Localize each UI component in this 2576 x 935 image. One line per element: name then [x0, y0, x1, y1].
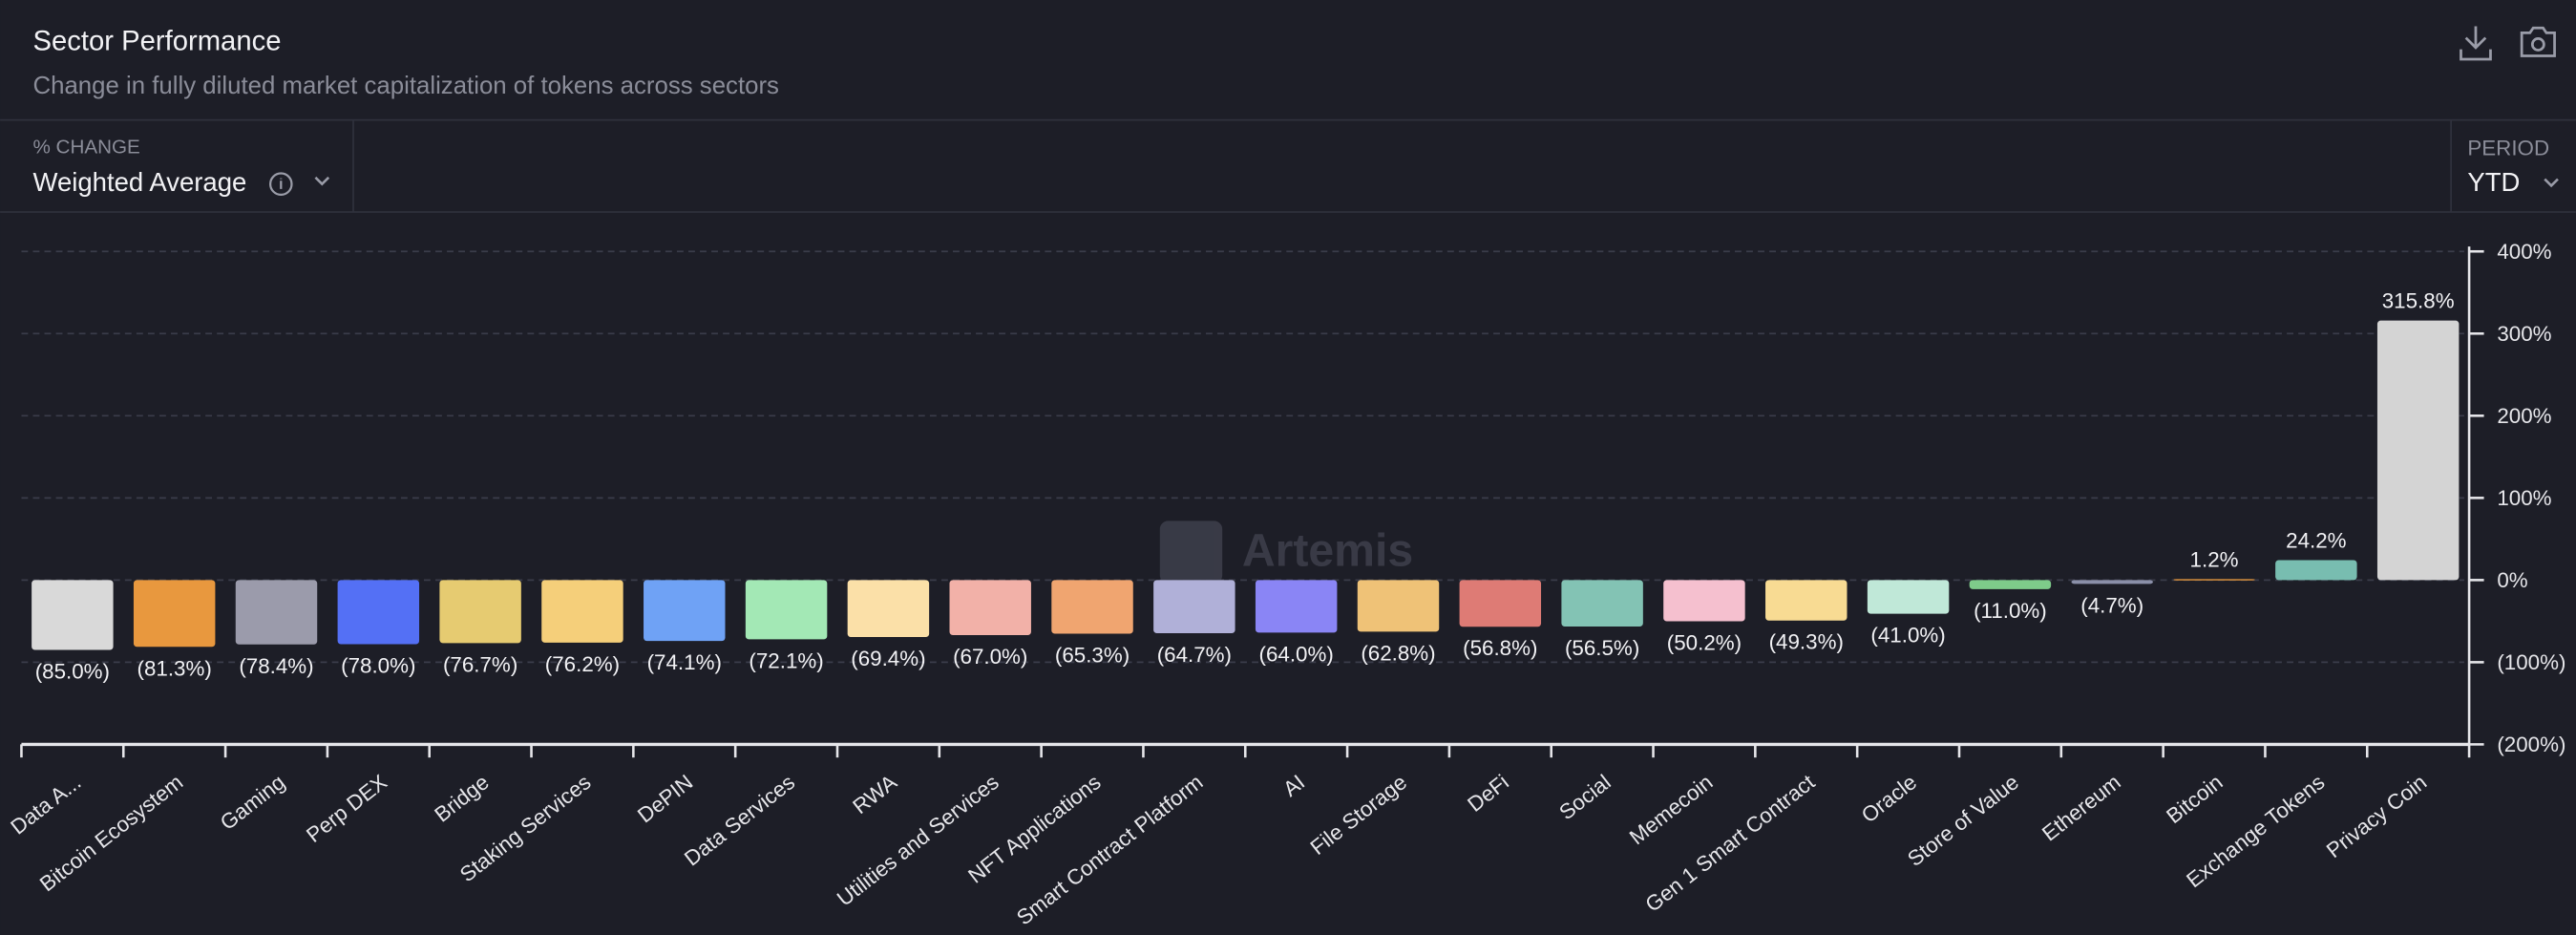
value-label: (76.7%)	[443, 652, 517, 676]
info-icon[interactable]	[268, 172, 293, 197]
control-label: PERIOD	[2467, 136, 2549, 159]
value-label: (76.2%)	[545, 652, 620, 676]
value-label: (50.2%)	[1667, 631, 1742, 655]
bar	[1867, 580, 1950, 614]
value-label: (69.4%)	[851, 647, 925, 670]
y-tick-label: 400%	[2497, 240, 2551, 264]
bar	[2376, 320, 2460, 581]
value-label: (11.0%)	[1974, 599, 2047, 623]
y-tick-label: (100%)	[2497, 650, 2565, 674]
bar	[2071, 580, 2153, 584]
period-dropdown[interactable]: YTD	[2467, 167, 2559, 197]
chart-title: Sector Performance	[32, 26, 281, 56]
bar	[133, 580, 216, 648]
value-label: (78.0%)	[341, 653, 415, 677]
control-value: YTD	[2467, 167, 2520, 197]
value-label: (72.1%)	[749, 648, 823, 672]
chevron	[314, 176, 330, 186]
bar	[1561, 580, 1643, 627]
value-label: (56.8%)	[1463, 636, 1537, 660]
screenshot-button[interactable]	[2520, 26, 2556, 57]
value-label: (64.7%)	[1157, 643, 1232, 667]
y-tick-label: 300%	[2497, 322, 2551, 346]
bar	[439, 580, 521, 644]
bar	[1255, 580, 1338, 633]
value-label: (56.5%)	[1565, 636, 1639, 660]
change-dropdown[interactable]: Weighted Average	[32, 167, 330, 197]
watermark: Artemis	[1159, 521, 1413, 584]
bar	[1765, 580, 1848, 621]
bar	[337, 580, 420, 645]
value-label: (78.4%)	[239, 654, 313, 678]
bar	[2275, 560, 2357, 581]
chevron	[2544, 178, 2559, 188]
y-tick-label: (200%)	[2497, 733, 2565, 756]
value-label: (74.1%)	[647, 650, 722, 674]
bar	[1459, 580, 1542, 627]
value-label: (62.8%)	[1361, 641, 1435, 665]
bar	[1051, 580, 1133, 634]
bar	[1663, 580, 1745, 622]
bar	[1153, 580, 1235, 634]
bar	[1357, 580, 1440, 632]
value-label: 315.8%	[2382, 289, 2455, 313]
y-tick-label: 0%	[2497, 568, 2527, 592]
watermark-text: Artemis	[1242, 525, 1413, 577]
value-label: (65.3%)	[1055, 644, 1130, 668]
value-label: (4.7%)	[2080, 593, 2143, 617]
bar	[2173, 579, 2255, 581]
control-label: % CHANGE	[32, 136, 139, 158]
watermark-logo	[1159, 521, 1223, 584]
control-value: Weighted Average	[32, 167, 246, 197]
bar	[235, 580, 318, 645]
value-label: (41.0%)	[1870, 624, 1945, 648]
bar	[1969, 580, 2052, 589]
value-label: (85.0%)	[35, 659, 110, 683]
bar	[847, 580, 930, 638]
bar	[541, 580, 623, 643]
y-tick-label: 200%	[2497, 404, 2551, 428]
bar	[949, 580, 1031, 635]
value-label: (81.3%)	[137, 656, 212, 680]
bar	[745, 580, 828, 640]
bar	[644, 580, 726, 642]
value-label: (64.0%)	[1259, 642, 1334, 666]
download-button[interactable]	[2460, 26, 2492, 61]
y-tick-label: 100%	[2497, 486, 2551, 510]
bar	[32, 580, 114, 650]
value-label: (67.0%)	[953, 645, 1027, 669]
value-label: 1.2%	[2190, 547, 2239, 571]
value-label: (49.3%)	[1769, 630, 1844, 654]
chart-subtitle: Change in fully diluted market capitaliz…	[32, 73, 778, 99]
value-label: 24.2%	[2286, 529, 2347, 553]
